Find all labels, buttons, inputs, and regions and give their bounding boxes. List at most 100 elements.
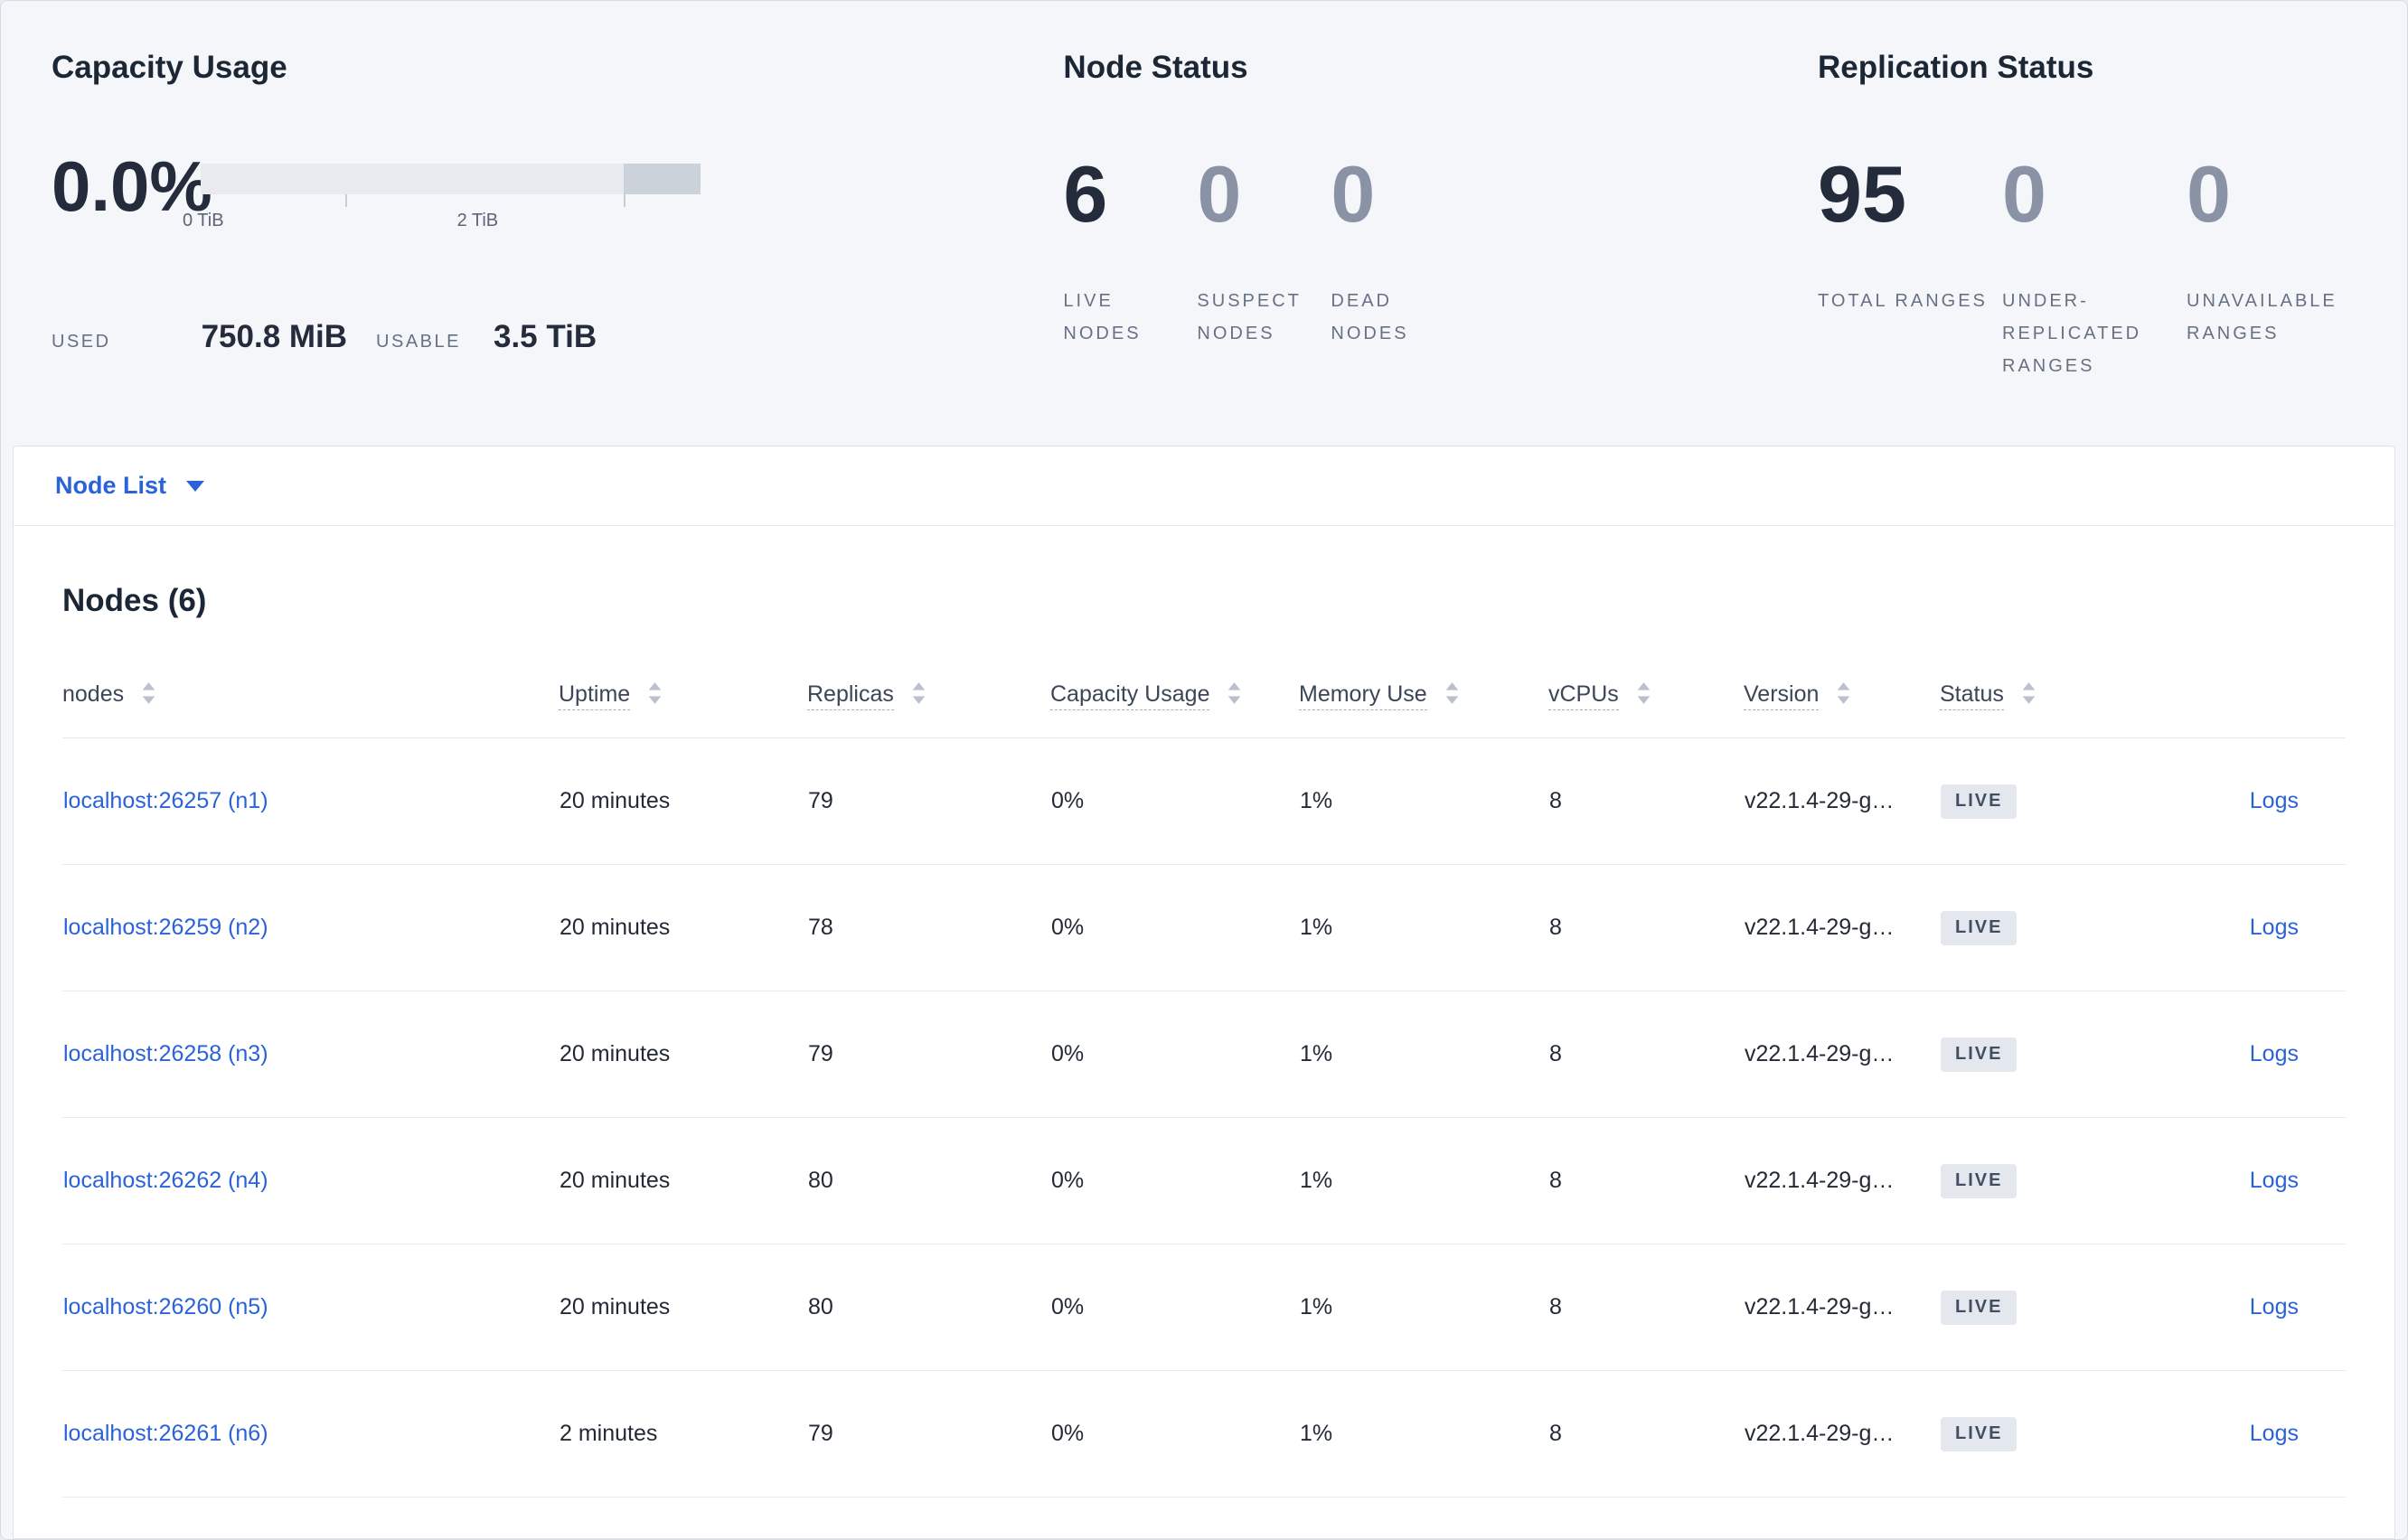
logs-link[interactable]: Logs	[2249, 915, 2299, 941]
node-link[interactable]: localhost:26260 (n5)	[63, 1294, 268, 1320]
column-header-replicas[interactable]: Replicas	[807, 661, 1050, 739]
uptime-cell: 20 minutes	[559, 864, 807, 992]
capacity-bar-axis: 0 TiB 2 TiB	[183, 194, 701, 236]
dead-nodes-stat: 0 DEAD NODES	[1331, 155, 1464, 350]
total-ranges-count: 95	[1818, 149, 1906, 239]
column-header-uptime[interactable]: Uptime	[559, 661, 807, 739]
replication-status-panel: Replication Status 95 TOTAL RANGES 0 UND…	[1818, 50, 2371, 408]
uptime-cell: 20 minutes	[559, 1117, 807, 1245]
live-nodes-count: 6	[1063, 149, 1108, 239]
dead-nodes-count: 0	[1331, 149, 1376, 239]
axis-tick	[623, 194, 626, 208]
node-table-row: localhost:26261 (n6) 2 minutes 79 0% 1% …	[62, 1370, 2346, 1498]
vcpus-cell: 8	[1548, 737, 1744, 866]
version-cell: v22.1.4-29-g…	[1744, 991, 1940, 1119]
sort-icon[interactable]	[2021, 682, 2036, 710]
unavailable-ranges-count: 0	[2187, 149, 2231, 239]
node-list-selector[interactable]: Node List	[14, 446, 2394, 526]
usable-label: USABLE	[376, 332, 461, 352]
capacity-percent-used: 0.0%	[52, 146, 212, 227]
suspect-nodes-label: SUSPECT NODES	[1197, 291, 1302, 344]
version-cell: v22.1.4-29-g…	[1744, 864, 1940, 992]
capacity-usage-cell: 0%	[1050, 991, 1299, 1119]
memory-use-cell: 1%	[1299, 991, 1548, 1119]
node-link[interactable]: localhost:26259 (n2)	[63, 915, 268, 941]
capacity-usage-cell: 0%	[1050, 737, 1299, 866]
capacity-bar-unusable-segment	[623, 164, 701, 195]
column-header-version[interactable]: Version	[1744, 661, 1940, 739]
node-table-row: localhost:26260 (n5) 20 minutes 80 0% 1%…	[62, 1244, 2346, 1372]
logs-link[interactable]: Logs	[2249, 788, 2299, 814]
nodes-table: nodes Uptime Replicas Capacity Usag	[62, 661, 2346, 1498]
logs-link[interactable]: Logs	[2249, 1168, 2299, 1194]
used-value: 750.8 MiB	[201, 319, 348, 355]
status-badge: LIVE	[1941, 1037, 2018, 1072]
uptime-cell: 20 minutes	[559, 737, 807, 866]
node-link[interactable]: localhost:26257 (n1)	[63, 788, 268, 814]
axis-tick	[345, 194, 348, 208]
live-nodes-stat: 6 LIVE NODES	[1063, 155, 1197, 350]
axis-label-zero: 0 TiB	[182, 211, 224, 231]
node-link[interactable]: localhost:26258 (n3)	[63, 1041, 268, 1067]
sort-icon[interactable]	[1227, 682, 1242, 710]
status-badge: LIVE	[1941, 784, 2018, 819]
chevron-down-icon	[186, 480, 205, 492]
column-header-vcpus[interactable]: vCPUs	[1548, 661, 1744, 739]
replicas-cell: 80	[807, 1117, 1050, 1245]
replicas-cell: 79	[807, 1370, 1050, 1498]
capacity-usage-cell: 0%	[1050, 1117, 1299, 1245]
node-link[interactable]: localhost:26262 (n4)	[63, 1168, 268, 1194]
sort-icon[interactable]	[1636, 682, 1651, 710]
replicas-cell: 79	[807, 991, 1050, 1119]
unavailable-ranges-label: UNAVAILABLE RANGES	[2187, 291, 2337, 344]
logs-link[interactable]: Logs	[2249, 1041, 2299, 1067]
nodes-panel: Nodes (6) nodes Uptime	[14, 582, 2394, 1498]
sort-icon[interactable]	[1836, 682, 1851, 710]
capacity-usage-title: Capacity Usage	[52, 50, 287, 85]
sort-icon[interactable]	[141, 682, 156, 710]
column-header-logs	[2162, 661, 2346, 739]
uptime-cell: 20 minutes	[559, 1244, 807, 1372]
sort-icon[interactable]	[1444, 682, 1460, 710]
node-table-row: localhost:26258 (n3) 20 minutes 79 0% 1%…	[62, 991, 2346, 1119]
column-header-memory-use[interactable]: Memory Use	[1299, 661, 1548, 739]
total-ranges-label: TOTAL RANGES	[1818, 291, 1988, 312]
version-cell: v22.1.4-29-g…	[1744, 1117, 1940, 1245]
vcpus-cell: 8	[1548, 864, 1744, 992]
vcpus-cell: 8	[1548, 991, 1744, 1119]
logs-link[interactable]: Logs	[2249, 1294, 2299, 1320]
replicas-cell: 80	[807, 1244, 1050, 1372]
replicas-cell: 79	[807, 737, 1050, 866]
sort-icon[interactable]	[911, 682, 927, 710]
nodes-heading: Nodes (6)	[62, 583, 207, 618]
memory-use-cell: 1%	[1299, 864, 1548, 992]
uptime-cell: 20 minutes	[559, 991, 807, 1119]
column-header-capacity-usage[interactable]: Capacity Usage	[1050, 661, 1299, 739]
nodes-table-body: localhost:26257 (n1) 20 minutes 79 0% 1%…	[62, 737, 2346, 1498]
capacity-usage-cell: 0%	[1050, 864, 1299, 992]
memory-use-cell: 1%	[1299, 737, 1548, 866]
node-table-row: localhost:26257 (n1) 20 minutes 79 0% 1%…	[62, 737, 2346, 866]
usable-value: 3.5 TiB	[493, 319, 597, 355]
suspect-nodes-count: 0	[1197, 149, 1242, 239]
node-status-panel: Node Status 6 LIVE NODES 0 SUSPECT NODES…	[1063, 50, 1818, 408]
memory-use-cell: 1%	[1299, 1370, 1548, 1498]
live-nodes-label: LIVE NODES	[1063, 291, 1142, 344]
version-cell: v22.1.4-29-g…	[1744, 1370, 1940, 1498]
uptime-cell: 2 minutes	[559, 1370, 807, 1498]
vcpus-cell: 8	[1548, 1244, 1744, 1372]
capacity-usage-cell: 0%	[1050, 1244, 1299, 1372]
node-list-card: Node List Nodes (6) nodes	[13, 446, 2395, 1539]
sort-icon[interactable]	[647, 682, 663, 710]
usable-capacity: USABLE 3.5 TiB	[376, 319, 597, 355]
column-header-status[interactable]: Status	[1940, 661, 2162, 739]
memory-use-cell: 1%	[1299, 1244, 1548, 1372]
node-table-row: localhost:26259 (n2) 20 minutes 78 0% 1%…	[62, 864, 2346, 992]
used-capacity: USED 750.8 MiB	[52, 319, 347, 355]
logs-link[interactable]: Logs	[2249, 1421, 2299, 1447]
node-link[interactable]: localhost:26261 (n6)	[63, 1421, 268, 1447]
axis-label-two: 2 TiB	[456, 211, 499, 231]
version-cell: v22.1.4-29-g…	[1744, 737, 1940, 866]
column-header-nodes[interactable]: nodes	[62, 661, 559, 739]
